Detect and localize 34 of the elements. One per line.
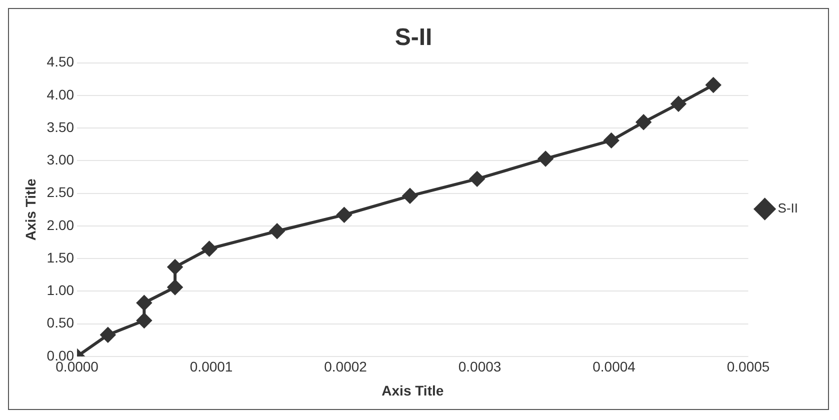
point (202, 241, 217, 256)
point (336, 207, 352, 222)
x-tick-label: 0.0005 (726, 358, 770, 375)
y-tick-label: 4.00 (46, 86, 74, 102)
point (270, 224, 285, 239)
point (470, 171, 485, 186)
point (136, 295, 152, 310)
x-axis-title: Axis Title (382, 382, 444, 398)
point (670, 96, 686, 112)
point (538, 151, 554, 166)
y-tick-label: 3.50 (46, 118, 74, 135)
point (100, 327, 116, 342)
x-tick-label: 0.0003 (458, 358, 502, 375)
legend-label: S-II (778, 200, 798, 216)
chart-title: S-II (394, 24, 432, 52)
y-tick-label: 0.50 (46, 314, 74, 331)
y-tick-label: 3.00 (46, 152, 74, 168)
y-tick-label: 2.50 (46, 184, 74, 200)
x-tick-label: 0.0001 (190, 358, 233, 375)
x-tick-label: 0.0002 (324, 358, 368, 375)
point (636, 114, 652, 130)
y-tick-label: 1.00 (46, 282, 74, 298)
y-tick-label: 0.00 (46, 347, 74, 364)
point (168, 260, 183, 275)
point (136, 313, 152, 328)
y-axis-title: Axis Title (22, 178, 38, 241)
y-tick-label: 2.00 (46, 216, 74, 233)
point (402, 188, 418, 204)
point (604, 132, 619, 148)
point (706, 77, 721, 92)
y-tick-label: 1.50 (46, 249, 74, 266)
x-tick-label: 0.0004 (592, 358, 636, 375)
point (168, 280, 183, 295)
y-tick-label: 4.50 (46, 54, 74, 70)
